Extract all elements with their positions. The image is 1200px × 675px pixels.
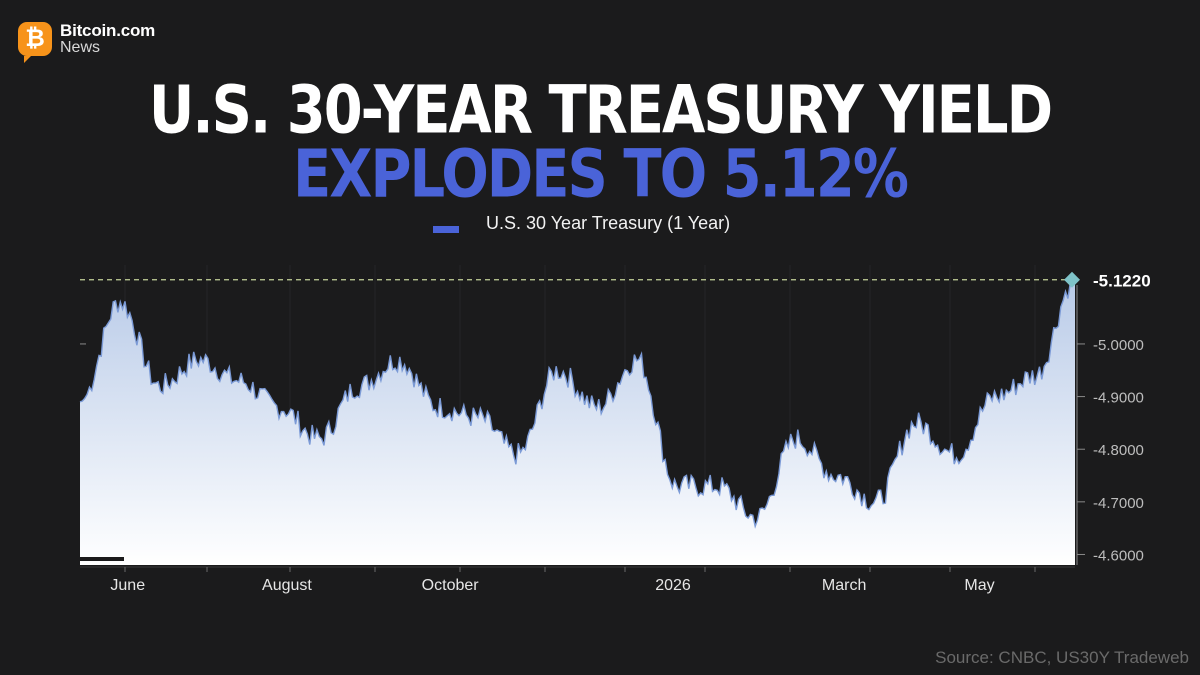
bitcoin-icon: ₿ <box>18 22 52 63</box>
brand-sub: News <box>60 39 101 56</box>
chart-legend: U.S. 30 Year Treasury (1 Year) <box>433 213 730 234</box>
x-tick-label: March <box>822 577 866 594</box>
headline-line2: EXPLODES TO 5.12% <box>293 136 909 213</box>
yield-area <box>80 279 1075 565</box>
yield-line <box>79 279 1076 529</box>
x-tick-label: October <box>422 577 480 594</box>
y-tick-label: -4.6000 <box>1093 547 1144 564</box>
headline-line1: U.S. 30-YEAR TREASURY YIELD <box>148 72 1053 149</box>
y-tick-label: -5.0000 <box>1093 337 1144 354</box>
brand-name: Bitcoin.com <box>60 21 156 40</box>
y-tick-label: -4.8000 <box>1093 442 1144 459</box>
x-tick-label: June <box>110 577 145 594</box>
y-tick-label: -4.7000 <box>1093 495 1144 512</box>
legend-label: U.S. 30 Year Treasury (1 Year) <box>486 213 731 233</box>
x-tick-label: 2026 <box>655 577 691 594</box>
x-tick-label: August <box>262 577 312 594</box>
last-value-label: -5.1220 <box>1093 272 1151 291</box>
x-tick-label: May <box>964 577 994 594</box>
y-tick-label: -4.9000 <box>1093 390 1144 407</box>
range-bar <box>80 557 124 561</box>
source-note: Source: CNBC, US30Y Tradeweb <box>935 648 1189 667</box>
legend-swatch <box>433 226 459 233</box>
brand-logo: ₿ Bitcoin.com News <box>18 21 156 63</box>
last-value-marker <box>1064 271 1080 288</box>
